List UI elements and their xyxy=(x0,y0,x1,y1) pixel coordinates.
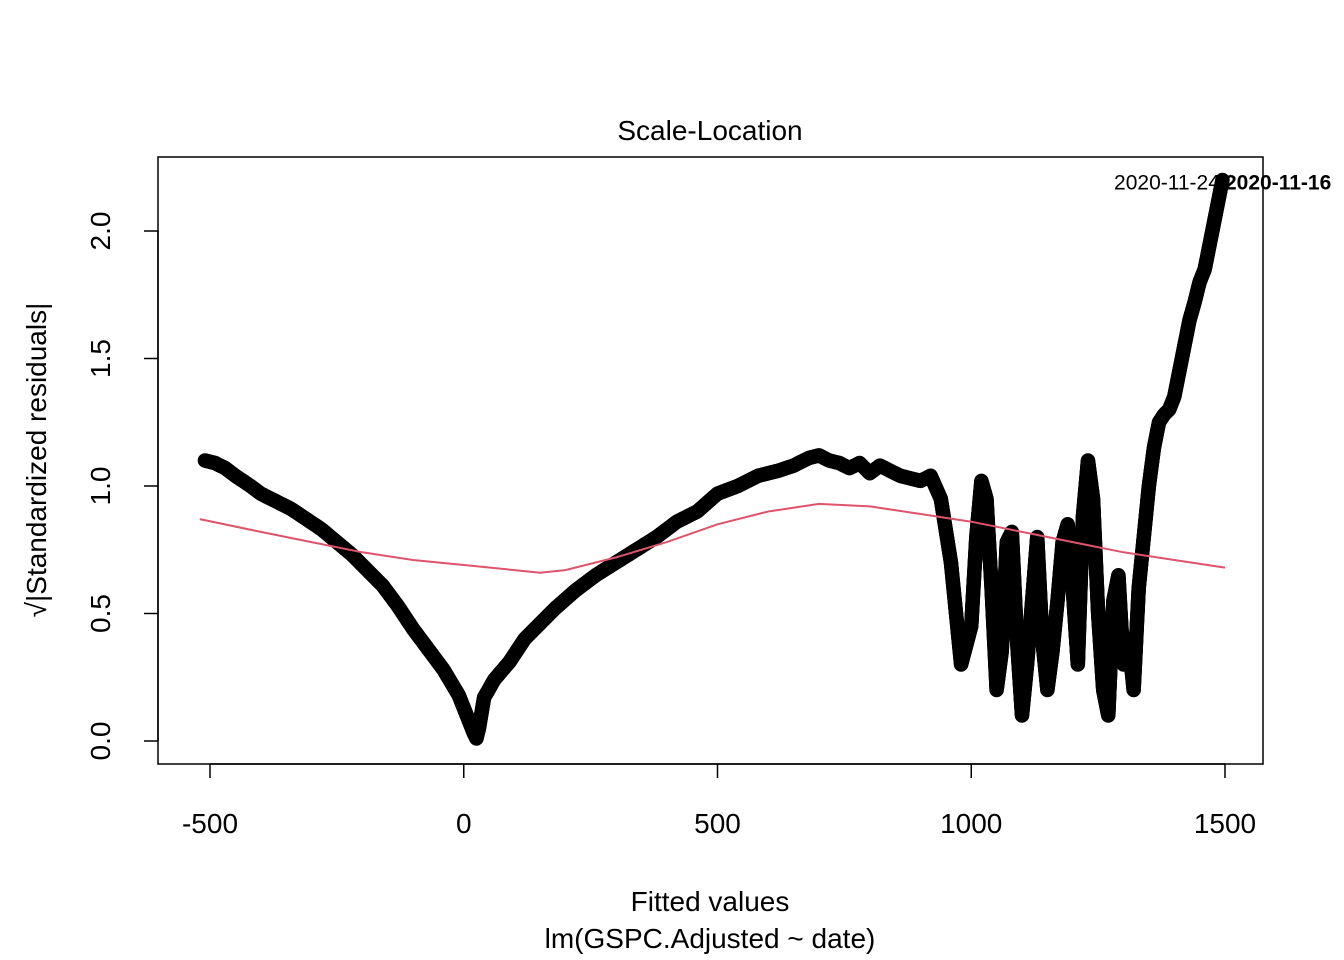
x-tick-label: -500 xyxy=(182,808,238,839)
point-annotations: 2020-11-24 2020-11-16 xyxy=(1114,172,1331,195)
x-axis-label: Fitted values xyxy=(631,886,790,917)
x-tick-label: 1000 xyxy=(940,808,1002,839)
point-annotation-label: 2020-11-24 xyxy=(1114,172,1220,195)
x-tick-label: 500 xyxy=(694,808,741,839)
x-tick-label: 1500 xyxy=(1194,808,1256,839)
y-tick-label: 1.0 xyxy=(85,467,116,506)
y-tick-label: 0.5 xyxy=(85,594,116,633)
chart-title: Scale-Location xyxy=(617,115,802,146)
y-axis: 0.0 0.5 1.0 1.5 2.0 xyxy=(85,212,159,761)
point-annotation-label: 2020-11-16 xyxy=(1225,172,1331,195)
y-tick-label: 2.0 xyxy=(85,212,116,251)
y-tick-label: 1.5 xyxy=(85,339,116,378)
y-axis-label: √|Standardized residuals| xyxy=(21,303,52,618)
smoother-line xyxy=(199,502,1226,574)
y-tick-label: 0.0 xyxy=(85,722,116,761)
data-point xyxy=(1215,172,1230,188)
x-axis-sublabel: lm(GSPC.Adjusted ~ date) xyxy=(545,923,876,954)
residual-points xyxy=(197,172,1230,746)
x-tick-label: 0 xyxy=(456,808,472,839)
x-axis: -500 0 500 1000 1500 xyxy=(182,763,1256,839)
